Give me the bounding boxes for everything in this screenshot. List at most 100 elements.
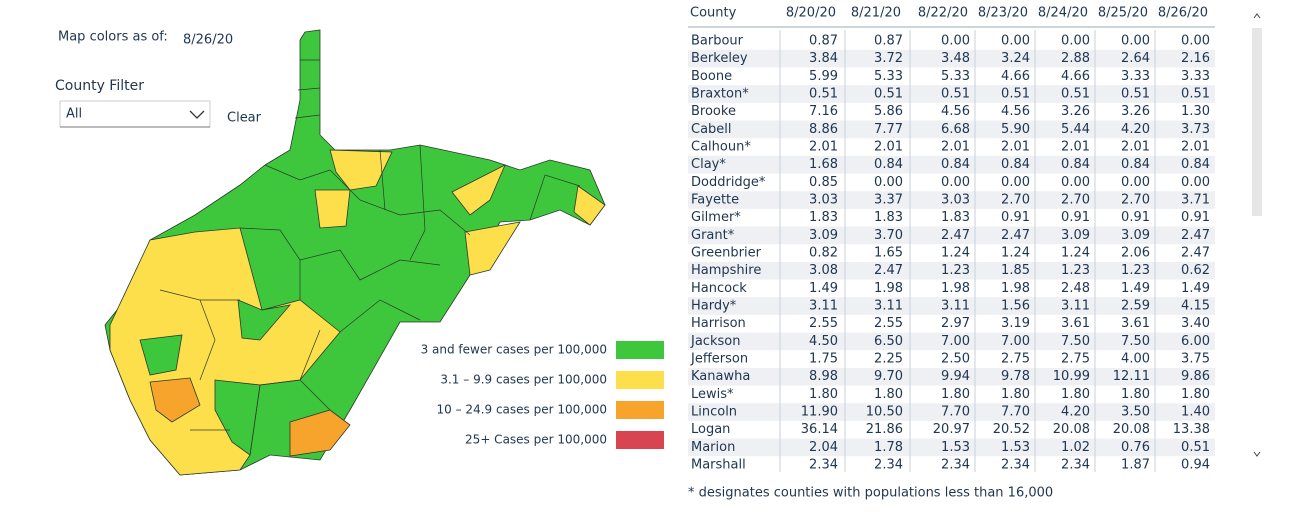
row-stripe: [688, 155, 1215, 174]
rate-cell: 36.14: [801, 422, 838, 437]
rate-cell: 3.33: [1181, 69, 1210, 84]
rate-cell: 7.50: [1061, 334, 1090, 349]
county-border: [297, 87, 321, 91]
county-name: Harrison: [691, 316, 746, 331]
rate-cell: 1.80: [874, 387, 903, 402]
rate-cell: 5.44: [1061, 122, 1090, 137]
rate-cell: 1.80: [1001, 387, 1030, 402]
rate-cell: 7.16: [809, 104, 838, 119]
rate-cell: 1.49: [1181, 281, 1210, 296]
rate-cell: 0.51: [1181, 440, 1210, 455]
rate-cell: 0.00: [1001, 175, 1030, 190]
county-border: [294, 114, 321, 119]
rate-cell: 4.15: [1181, 299, 1210, 314]
rate-cell: 2.34: [874, 458, 903, 473]
rate-cell: 3.09: [1121, 228, 1150, 243]
rate-cell: 13.38: [1173, 422, 1210, 437]
county-border: [529, 174, 581, 221]
rate-cell: 6.50: [874, 334, 903, 349]
rate-cell: 1.23: [1121, 263, 1150, 278]
row-stripe: [688, 438, 1215, 457]
county-border: [379, 149, 386, 211]
county-border: [259, 329, 321, 386]
rate-cell: 2.47: [1181, 246, 1210, 261]
column-header: 8/26/20: [1158, 6, 1208, 21]
scroll-thumb[interactable]: [1252, 28, 1262, 216]
rate-cell: 0.00: [1061, 34, 1090, 49]
rate-cell: 0.00: [1181, 175, 1210, 190]
rate-cell: 5.33: [941, 69, 970, 84]
rate-cell: 1.83: [809, 210, 838, 225]
rate-cell: 0.51: [809, 87, 838, 102]
rate-cell: 3.70: [874, 228, 903, 243]
rate-cell: 1.68: [809, 157, 838, 172]
scrollbar[interactable]: [1252, 13, 1262, 457]
county-region: [237, 299, 292, 341]
rate-cell: 8.86: [809, 122, 838, 137]
rate-cell: 2.48: [1061, 281, 1090, 296]
rate-cell: 2.64: [1121, 51, 1150, 66]
rate-cell: 8.98: [809, 369, 838, 384]
county-name: Lewis*: [691, 387, 734, 402]
rate-cell: 0.91: [1121, 210, 1150, 225]
county-name: Marion: [691, 440, 735, 455]
county-name: Doddridge*: [691, 175, 766, 190]
rate-cell: 3.73: [1181, 122, 1210, 137]
county-dropdown[interactable]: All: [59, 100, 211, 128]
county-region: [139, 334, 183, 376]
rate-cell: 3.11: [941, 299, 970, 314]
scroll-up[interactable]: [1253, 13, 1261, 19]
county-region: [464, 221, 521, 276]
legend-swatch: [616, 341, 664, 359]
rate-cell: 1.80: [1181, 387, 1210, 402]
rate-cell: 0.00: [1001, 34, 1030, 49]
filter-label: County Filter: [55, 78, 144, 94]
rate-cell: 0.51: [1061, 87, 1090, 102]
rate-cell: 2.47: [941, 228, 970, 243]
rate-cell: 4.20: [1061, 405, 1090, 420]
rate-cell: 12.11: [1113, 369, 1150, 384]
rate-cell: 2.55: [874, 316, 903, 331]
county-region: [329, 149, 393, 191]
map-date-label: Map colors as of:: [58, 30, 168, 45]
rate-cell: 3.61: [1121, 316, 1150, 331]
rate-cell: 0.82: [809, 246, 838, 261]
rate-cell: 1.49: [1121, 281, 1150, 296]
rate-cell: 1.40: [1181, 405, 1210, 420]
scroll-down[interactable]: [1253, 451, 1261, 457]
rate-cell: 4.00: [1121, 352, 1150, 367]
county-border: [239, 227, 441, 281]
rate-cell: 3.33: [1121, 69, 1150, 84]
county-name: Fayette: [691, 193, 739, 208]
column-header: 8/21/20: [851, 6, 901, 21]
rate-cell: 10.50: [866, 405, 903, 420]
rate-cell: 0.76: [1121, 440, 1150, 455]
rate-cell: 0.00: [941, 175, 970, 190]
rate-cell: 0.91: [1061, 210, 1090, 225]
rate-cell: 9.70: [874, 369, 903, 384]
footnote: * designates counties with populations l…: [688, 486, 1053, 501]
rate-cell: 5.33: [874, 69, 903, 84]
legend-swatch: [616, 401, 664, 419]
rate-cell: 1.78: [874, 440, 903, 455]
rate-cell: 0.00: [1121, 34, 1150, 49]
rate-cell: 9.78: [1001, 369, 1030, 384]
row-stripe: [688, 261, 1215, 280]
rate-cell: 1.53: [941, 440, 970, 455]
legend-label: 3.1 – 9.9 cases per 100,000: [440, 373, 607, 387]
dropdown-box[interactable]: [59, 100, 211, 128]
county-name: Clay*: [691, 157, 726, 172]
rate-cell: 1.83: [941, 210, 970, 225]
rate-cell: 0.00: [1181, 34, 1210, 49]
clear-button[interactable]: Clear: [227, 111, 262, 126]
rate-cell: 4.50: [809, 334, 838, 349]
rate-cell: 7.70: [941, 405, 970, 420]
rate-cell: 1.65: [874, 246, 903, 261]
rate-cell: 2.75: [1001, 352, 1030, 367]
rate-cell: 3.61: [1061, 316, 1090, 331]
rate-cell: 3.09: [809, 228, 838, 243]
rate-cell: 1.83: [874, 210, 903, 225]
county-border: [264, 164, 471, 236]
rate-cell: 6.00: [1181, 334, 1210, 349]
rate-cell: 2.70: [1121, 193, 1150, 208]
